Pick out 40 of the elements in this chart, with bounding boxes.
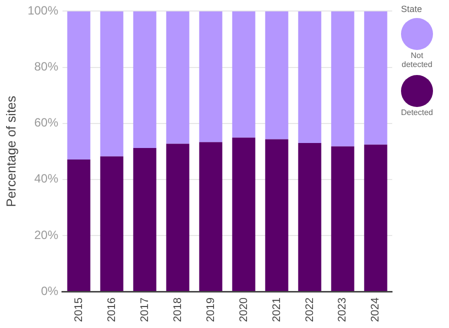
y-tick-label: 40% [34,172,59,186]
y-tick-label: 80% [34,60,59,74]
bar [67,11,90,160]
x-tick-label: 2018 [172,298,184,322]
y-tick-label: 20% [34,228,59,242]
bar [364,144,388,292]
bar [298,142,322,292]
x-tick-label: 2017 [138,298,151,322]
y-tick-label: 60% [34,116,59,130]
x-tick-label: 2023 [336,298,349,322]
x-tick-label: 2015 [72,298,85,322]
bar [133,148,156,292]
x-tick-label: 2021 [270,298,283,322]
bar [331,146,354,292]
x-tick-label: 2022 [304,298,316,322]
bar [298,11,322,143]
bar [166,11,190,144]
bar [364,11,388,145]
text: Detected [400,108,434,117]
x-tick-label: 2016 [106,298,118,322]
bar [100,11,124,156]
x-tick-label: 2024 [370,298,382,322]
x-tick-label: 2019 [204,298,217,322]
legend-title: State [400,4,424,14]
bar [199,142,222,292]
bar [133,11,156,148]
series-label: Not detected [400,51,434,69]
y-tick-label: 100% [28,4,59,18]
bar [67,159,90,292]
bar [265,139,288,292]
bar [166,144,190,292]
bar [232,138,256,292]
bar [100,156,124,292]
bar [331,11,354,146]
bar [232,11,256,138]
y-axis-title: Percentage of sites [3,95,18,208]
bar [199,11,222,142]
x-tick-label: 2020 [238,298,250,322]
y-tick-label: 0% [40,284,59,298]
bar [265,11,288,140]
